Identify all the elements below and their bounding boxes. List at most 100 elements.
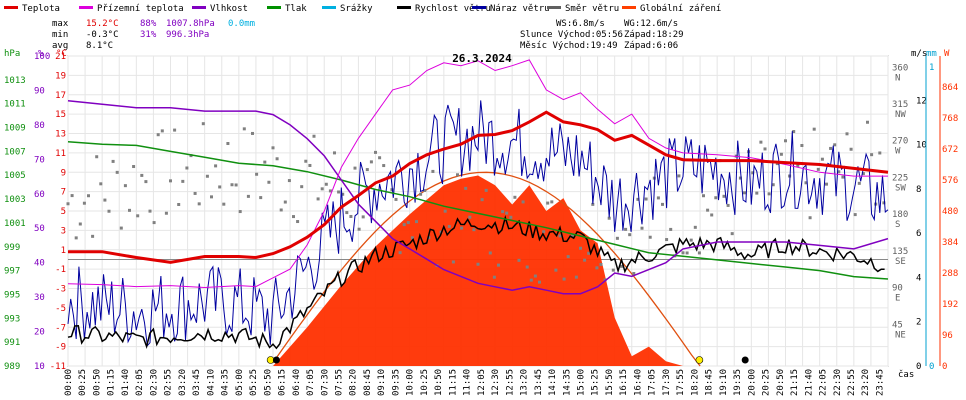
wind-direction-point — [197, 202, 201, 206]
wind-direction-point — [423, 188, 427, 192]
radiation-tick: 768 — [942, 114, 958, 124]
wind-dir-tick-deg: 45 — [892, 320, 903, 330]
wind-direction-point — [677, 174, 681, 178]
wind-direction-point — [74, 236, 78, 240]
wind-dir-tick-label: SE — [895, 257, 906, 267]
wind-dir-tick-deg: 180 — [892, 210, 908, 220]
temperature-tick: 3 — [61, 226, 66, 236]
x-tick: 15:25 — [591, 369, 601, 396]
wind-direction-point — [861, 172, 865, 176]
wind-direction-point — [620, 264, 623, 268]
legend-label: Globální záření — [640, 4, 721, 14]
wind-direction-point — [238, 210, 242, 214]
wind-direction-point — [689, 238, 693, 242]
wind-direction-point — [792, 130, 796, 134]
x-tick: 12:05 — [477, 369, 487, 396]
wind-direction-point — [546, 201, 550, 205]
wind-direction-point — [160, 129, 164, 133]
legend-label: Přízemní teplota — [97, 4, 184, 14]
wind-direction-point — [558, 234, 562, 238]
x-tick: 13:45 — [534, 369, 544, 396]
wind-direction-point — [796, 163, 800, 167]
wind-speed-tick: 10 — [916, 141, 927, 151]
wind-direction-point — [246, 194, 250, 198]
wind-direction-point — [722, 194, 726, 198]
wind-direction-point — [456, 173, 459, 177]
humidity-tick: 60 — [34, 190, 45, 200]
wind-direction-point — [714, 196, 718, 200]
x-tick: 20:50 — [776, 369, 786, 396]
x-tick: 03:20 — [178, 369, 188, 396]
wind-direction-point — [853, 213, 857, 217]
wind-direction-point — [140, 173, 144, 177]
wind-direction-point — [361, 215, 365, 219]
wind-direction-point — [529, 278, 533, 282]
pressure-tick: 1005 — [4, 171, 26, 181]
humidity-tick: 80 — [34, 121, 45, 131]
temperature-tick: -9 — [55, 343, 66, 353]
wind-direction-point — [123, 184, 127, 188]
stats-max-label: max — [52, 19, 69, 29]
wind-direction-point — [624, 227, 628, 231]
info-sun-set: Západ:18:29 — [624, 30, 684, 40]
wind-direction-point — [132, 165, 136, 169]
x-tick: 10:50 — [434, 369, 444, 396]
humidity-tick: 10 — [34, 362, 45, 372]
wind-direction-point — [320, 187, 324, 191]
axes: hPa% °C9899919939959979991001100310051007… — [4, 49, 958, 396]
wind-direction-point — [402, 223, 406, 227]
pressure-tick: 991 — [4, 338, 20, 348]
wind-direction-point — [66, 202, 70, 206]
humidity-tick: 100 — [34, 52, 50, 62]
wind-direction-point — [148, 209, 152, 213]
legend-swatch — [267, 6, 281, 9]
stats-avg-temp: 8.1°C — [86, 41, 113, 51]
legend-swatch — [79, 6, 93, 9]
wind-direction-point — [665, 238, 669, 242]
wind-direction-point — [849, 147, 853, 151]
wind-direction-point — [538, 280, 541, 284]
wind-direction-point — [763, 147, 767, 151]
pressure-tick: 997 — [4, 267, 20, 277]
series-radiation-area — [273, 175, 683, 366]
wind-direction-point — [353, 166, 357, 170]
x-tick: 14:10 — [548, 369, 558, 396]
wind-direction-point — [451, 260, 455, 264]
pressure-tick: 993 — [4, 314, 20, 324]
wind-direction-point — [406, 221, 410, 225]
x-tick: 09:10 — [377, 369, 387, 396]
radiation-tick: 864 — [942, 83, 958, 93]
wind-direction-point — [341, 192, 345, 196]
x-tick: 19:10 — [719, 369, 729, 396]
wind-direction-point — [501, 210, 505, 214]
wind-direction-point — [669, 227, 673, 231]
wind-direction-point — [328, 189, 332, 193]
humidity-axis-unit: % — [38, 49, 44, 59]
wind-direction-point — [308, 163, 312, 167]
wind-direction-point — [365, 168, 369, 172]
x-tick: 05:00 — [235, 369, 245, 396]
wind-direction-point — [214, 164, 218, 168]
pressure-tick: 1009 — [4, 124, 26, 134]
wind-direction-point — [644, 197, 648, 201]
pressure-tick: 1001 — [4, 219, 26, 229]
wind-direction-point — [464, 186, 468, 190]
legend-label: Teplota — [22, 4, 60, 14]
wind-direction-point — [636, 197, 640, 201]
wind-direction-point — [95, 155, 99, 159]
wind-direction-point — [550, 200, 554, 204]
wind-direction-point — [394, 197, 398, 201]
wind-direction-point — [259, 196, 263, 200]
wind-speed-tick: 2 — [916, 318, 921, 328]
x-tick: 10:00 — [406, 369, 416, 396]
radiation-tick: 480 — [942, 207, 958, 217]
stats-max-press: 1007.8hPa — [166, 19, 215, 29]
radiation-tick: 0 — [942, 362, 947, 372]
wind-direction-point — [517, 258, 521, 262]
legend-swatch — [547, 6, 561, 9]
wind-direction-point — [882, 201, 886, 205]
x-tick: 20:00 — [747, 369, 757, 396]
humidity-tick: 20 — [34, 328, 45, 338]
stats-min-hum: 31% — [140, 30, 157, 40]
temperature-tick: -7 — [55, 323, 66, 333]
